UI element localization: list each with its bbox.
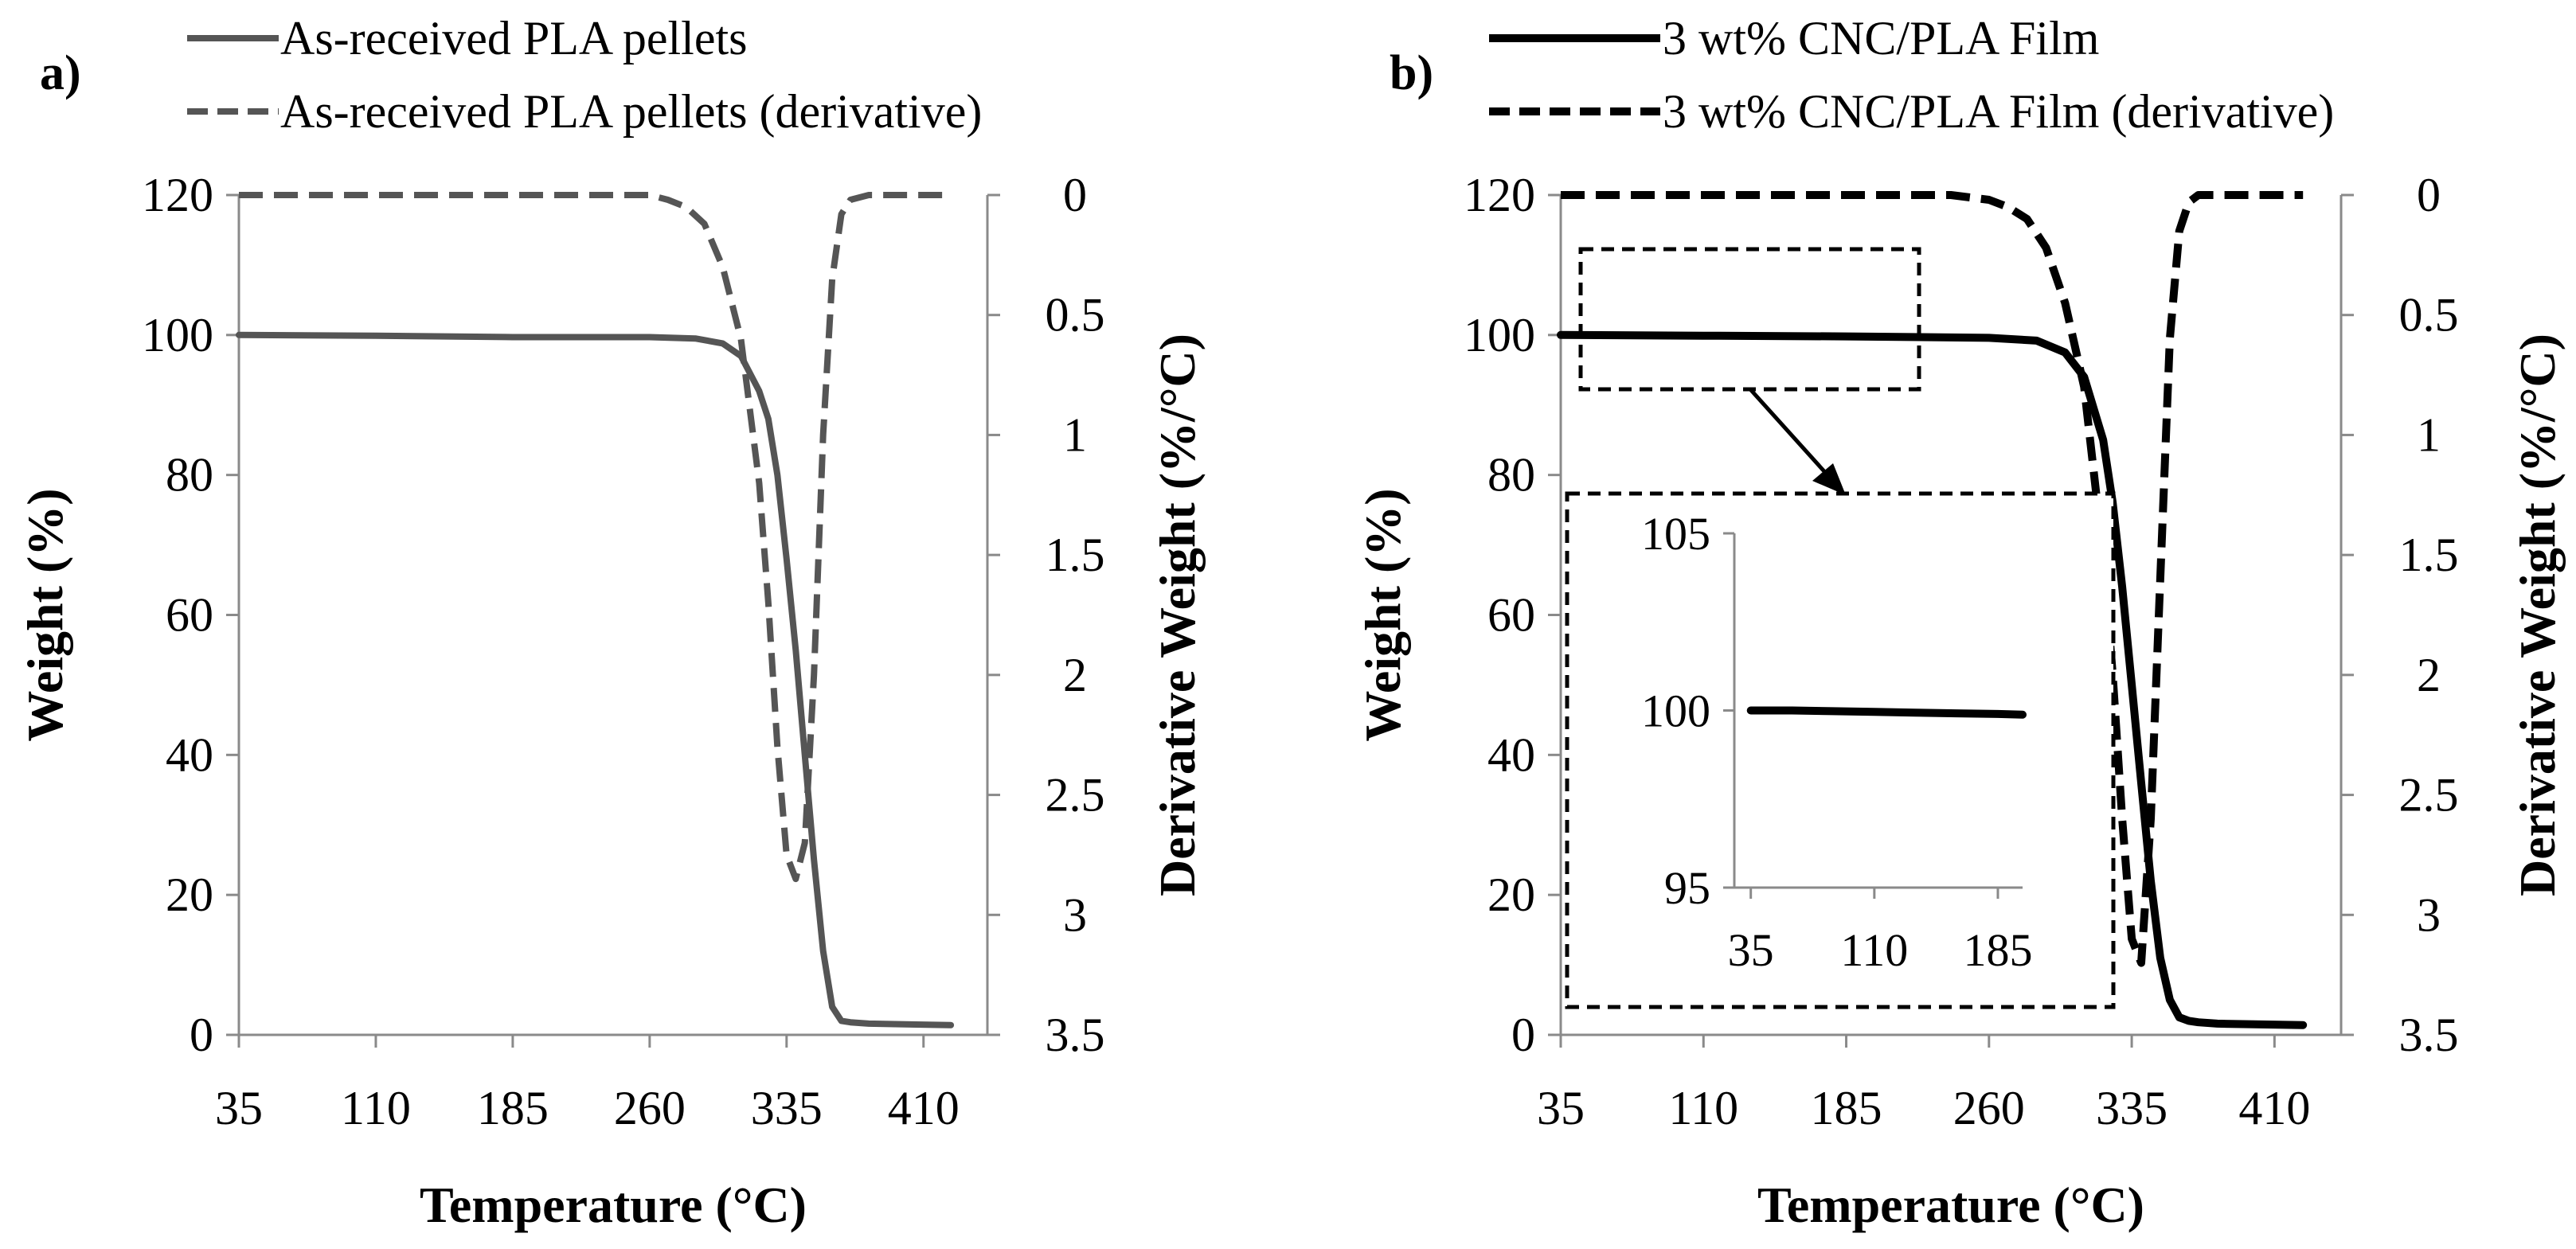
y2-tick-label: 1.5 — [2399, 529, 2459, 581]
y2-tick-label: 0.5 — [1046, 289, 1105, 342]
y-tick-label: 20 — [166, 868, 213, 921]
y-tick-label: 0 — [1511, 1009, 1535, 1061]
series-line-dashed — [1561, 191, 2304, 967]
x-tick-label: 185 — [1811, 1082, 1882, 1134]
inset-frame — [1565, 491, 2116, 1009]
zoom-region-box — [1578, 247, 1921, 392]
y-tick-label: 100 — [142, 309, 213, 361]
legend-label: 3 wt% CNC/PLA Film — [1663, 12, 2099, 64]
y-tick-label: 40 — [166, 728, 213, 781]
series-line-dashed — [239, 192, 952, 883]
x-tick-label: 410 — [888, 1082, 960, 1134]
legend-label: As-received PLA pellets — [280, 12, 748, 64]
y2-axis-title: Derivative Weight (%/°C) — [2509, 334, 2566, 896]
x-tick-label: 110 — [1668, 1082, 1738, 1134]
inset-y-tick-label: 100 — [1641, 685, 1710, 737]
x-axis-title: Temperature (°C) — [1757, 1177, 2144, 1233]
x-axis-title: Temperature (°C) — [420, 1177, 807, 1233]
panel-label: a) — [40, 46, 81, 100]
y2-tick-label: 0 — [1063, 169, 1087, 221]
y2-tick-label: 3.5 — [2399, 1009, 2459, 1061]
y2-tick-label: 1 — [1063, 408, 1087, 461]
inset-x-tick-label: 185 — [1963, 924, 2032, 976]
x-tick-label: 410 — [2238, 1082, 2310, 1134]
y-tick-label: 0 — [190, 1009, 213, 1061]
y-tick-label: 80 — [1487, 449, 1535, 502]
panel-b: b) 3 wt% CNC/PLA Film 3 wt% CNC/PLA Film (… — [1354, 12, 2566, 1233]
y-tick-label: 60 — [166, 589, 213, 642]
y2-tick-label: 2 — [2417, 649, 2441, 701]
y-tick-label: 20 — [1487, 868, 1535, 921]
series-line-solid — [236, 331, 955, 1028]
y2-tick-label: 1 — [2417, 408, 2441, 461]
y2-tick-label: 3 — [2417, 888, 2441, 941]
y-tick-label: 120 — [1464, 169, 1535, 221]
panel-a: a) As-received PLA pellets As-received PLA… — [17, 12, 1206, 1233]
x-tick-label: 260 — [1953, 1082, 2025, 1134]
legend-label: 3 wt% CNC/PLA Film (derivative) — [1663, 85, 2334, 138]
y2-tick-label: 0.5 — [2399, 289, 2459, 342]
x-tick-label: 110 — [341, 1082, 411, 1134]
y2-tick-label: 2.5 — [2399, 769, 2459, 822]
y-axis-title: Weight (%) — [1354, 488, 1411, 741]
inset-y-tick-label: 105 — [1641, 508, 1710, 560]
y-tick-label: 120 — [142, 169, 213, 221]
y-tick-label: 100 — [1464, 309, 1535, 361]
y2-tick-label: 0 — [2417, 169, 2441, 221]
x-tick-label: 35 — [215, 1082, 263, 1134]
y-axis-title: Weight (%) — [17, 488, 73, 741]
series-line-solid — [1557, 330, 2308, 1029]
x-tick-label: 185 — [477, 1082, 549, 1134]
y2-axis-title: Derivative Weight (%/°C) — [1149, 334, 1206, 896]
y2-tick-label: 2 — [1063, 649, 1087, 701]
inset-y-tick-label: 95 — [1664, 862, 1710, 914]
y-tick-label: 40 — [1487, 728, 1535, 781]
legend-label: As-received PLA pellets (derivative) — [280, 85, 982, 138]
x-tick-label: 260 — [614, 1082, 686, 1134]
y2-tick-label: 3.5 — [1046, 1009, 1105, 1061]
y2-tick-label: 1.5 — [1046, 529, 1105, 581]
panel-label: b) — [1390, 46, 1433, 100]
zoom-arrow — [1749, 388, 1831, 479]
x-tick-label: 35 — [1537, 1082, 1585, 1134]
y-tick-label: 60 — [1487, 589, 1535, 642]
y2-tick-label: 3 — [1063, 888, 1087, 941]
x-tick-label: 335 — [751, 1082, 823, 1134]
inset-series-line — [1746, 706, 2027, 719]
y-tick-label: 80 — [166, 449, 213, 502]
y2-tick-label: 2.5 — [1046, 769, 1105, 822]
inset-x-tick-label: 110 — [1840, 924, 1908, 976]
x-tick-label: 335 — [2096, 1082, 2168, 1134]
zoom-arrowhead — [1812, 463, 1846, 495]
inset-x-tick-label: 35 — [1728, 924, 1774, 976]
